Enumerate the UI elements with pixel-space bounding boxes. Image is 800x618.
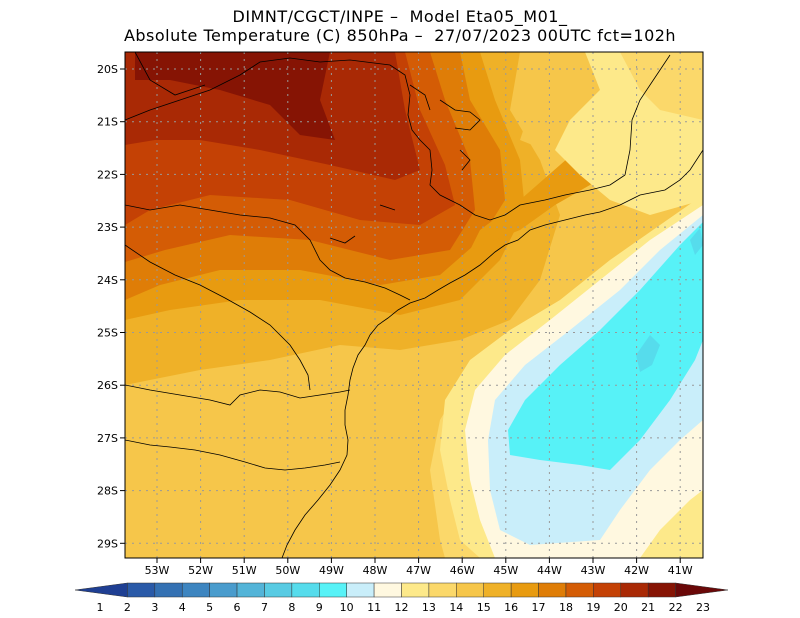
colorbar-label: 9 [316, 601, 323, 614]
border-ms-pr [125, 244, 311, 391]
colorbar-segment [647, 582, 676, 598]
lat-label: 21S [97, 116, 118, 129]
colorbar-label: 17 [532, 601, 546, 614]
field-ocean-t9 [508, 222, 703, 470]
colorbar-segment [401, 582, 430, 598]
gridlines [125, 52, 703, 558]
coastline [281, 149, 703, 558]
colorbar-label: 14 [449, 601, 463, 614]
colorbar-segment [291, 582, 320, 598]
colorbar-label: 1 [97, 601, 104, 614]
colorbar-label: 20 [614, 601, 628, 614]
colorbar-label: 19 [586, 601, 600, 614]
lat-label: 26S [97, 379, 118, 392]
lon-label: 42W [624, 564, 649, 577]
lon-label: 52W [188, 564, 213, 577]
colorbar-label: 5 [206, 601, 213, 614]
lon-label: 44W [537, 564, 562, 577]
colorbar-segment [510, 582, 539, 598]
colorbar-label: 10 [340, 601, 354, 614]
colorbar-label: 12 [395, 601, 409, 614]
field-ne-t13 [620, 52, 703, 120]
colorbar-segment [620, 582, 649, 598]
lon-label: 43W [581, 564, 606, 577]
colorbar-segment [675, 582, 729, 598]
colorbar-label: 18 [559, 601, 573, 614]
lon-label: 41W [668, 564, 693, 577]
colorbar-segment [236, 582, 265, 598]
boundaries [125, 52, 703, 558]
field-ocean-t8b [690, 228, 703, 255]
colorbar-label: 4 [179, 601, 186, 614]
lat-label: 29S [97, 537, 118, 550]
field-t21 [135, 52, 335, 140]
colorbar-segment [209, 582, 238, 598]
border-pr-sc [125, 384, 351, 406]
colorbar-label: 23 [696, 601, 710, 614]
colorbar-segment [456, 582, 484, 598]
lon-label: 49W [319, 564, 344, 577]
colorbar-segment [127, 582, 156, 598]
colorbar: 1 2 3 4 5 6 7 8 9 10 11 12 13 14 15 16 17 18 19 20 21 22 23 [74, 582, 729, 614]
lon-label: 51W [232, 564, 257, 577]
colorbar-label: 13 [422, 601, 436, 614]
border-sp-mg [125, 57, 626, 221]
lon-label: 53W [145, 564, 170, 577]
colorbar-segment [373, 582, 402, 598]
colorbar-segment [74, 582, 128, 598]
lat-label: 27S [97, 432, 118, 445]
lat-label: 22S [97, 168, 118, 181]
colorbar-label: 22 [669, 601, 683, 614]
map-frame [124, 51, 704, 559]
colorbar-label: 2 [124, 601, 131, 614]
colorbar-segment [181, 582, 210, 598]
border-sc-rs [125, 439, 341, 471]
lat-label: 23S [97, 221, 118, 234]
colorbar-segment [483, 582, 512, 598]
border-west [134, 52, 206, 96]
colorbar-segment [565, 582, 594, 598]
reservoir-lines [329, 84, 481, 244]
lat-label: 28S [97, 485, 118, 498]
lon-label: 48W [363, 564, 388, 577]
border-sp-pr [125, 204, 411, 301]
colorbar-label: 21 [641, 601, 655, 614]
lat-label: 20S [97, 63, 118, 76]
colorbar-label: 7 [261, 601, 268, 614]
colorbar-label: 6 [234, 601, 241, 614]
temperature-field [125, 52, 703, 558]
colorbar-segment [154, 582, 183, 598]
colorbar-label: 8 [288, 601, 295, 614]
lon-label: 46W [450, 564, 475, 577]
colorbar-segment [593, 582, 622, 598]
lat-label: 24S [97, 274, 118, 287]
lon-label: 47W [406, 564, 431, 577]
colorbar-segment [264, 582, 293, 598]
lat-label: 25S [97, 327, 118, 340]
colorbar-segment [538, 582, 567, 598]
title-line-1: DIMNT/CGCT/INPE – Model Eta05_M01_ [232, 7, 568, 26]
border-mg-es [624, 54, 671, 176]
title-line-2: Absolute Temperature (C) 850hPa – 27/07/… [123, 26, 677, 45]
colorbar-label: 16 [504, 601, 518, 614]
lon-label: 50W [275, 564, 300, 577]
longitude-axis: 53W 52W 51W 50W 49W 48W 47W 46W 45W 44W 43W 42W 41W [145, 558, 693, 577]
colorbar-segment [319, 582, 347, 598]
field-ocean-t8 [636, 335, 660, 372]
colorbar-label: 11 [367, 601, 381, 614]
colorbar-label: 15 [477, 601, 491, 614]
colorbar-segment [346, 582, 375, 598]
latitude-axis: 20S 21S 22S 23S 24S 25S 26S 27S 28S 29S [97, 63, 125, 550]
colorbar-label: 3 [151, 601, 158, 614]
colorbar-segment [428, 582, 457, 598]
lon-label: 45W [493, 564, 518, 577]
